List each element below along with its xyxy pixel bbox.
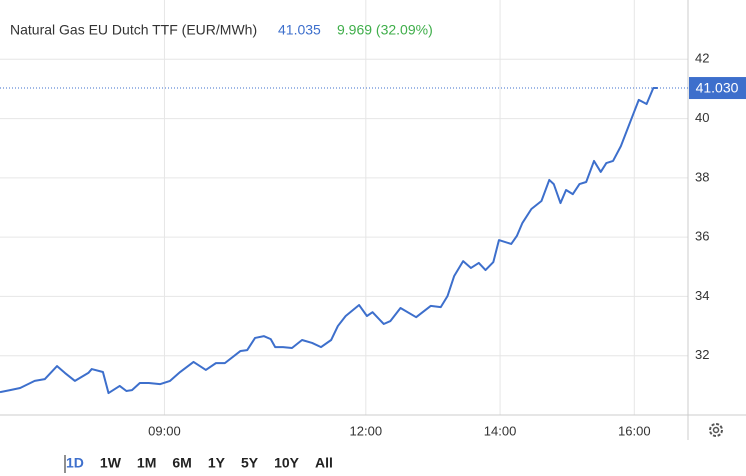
range-button[interactable]: 1D (66, 455, 84, 471)
price-line (0, 87, 658, 395)
last-price: 41.035 (278, 22, 321, 38)
range-button[interactable]: 10Y (274, 455, 300, 471)
x-tick-label: 09:00 (148, 423, 181, 438)
y-tick-label: 36 (695, 229, 709, 244)
range-button[interactable]: All (315, 455, 333, 471)
y-tick-label: 38 (695, 169, 709, 184)
y-tick-label: 34 (695, 288, 709, 303)
range-button[interactable]: 6M (172, 455, 191, 471)
y-tick-label: 32 (695, 347, 709, 362)
price-tag (689, 77, 746, 100)
price-change: 9.969 (32.09%) (337, 22, 433, 38)
plot-area (0, 0, 746, 440)
x-tick-label: 12:00 (350, 423, 383, 438)
y-tick-label: 40 (695, 110, 709, 125)
range-button[interactable]: 1Y (208, 455, 226, 471)
x-tick-label: 14:00 (484, 423, 517, 438)
range-button[interactable]: 1M (137, 455, 156, 471)
range-button[interactable]: 5Y (241, 455, 259, 471)
range-button[interactable]: 1W (100, 455, 122, 471)
chart-title: Natural Gas EU Dutch TTF (EUR/MWh) (10, 22, 257, 38)
price-tag-label: 41.030 (696, 80, 739, 96)
settings-icon[interactable] (709, 423, 723, 437)
y-tick-label: 42 (695, 51, 709, 66)
x-tick-label: 16:00 (618, 423, 651, 438)
